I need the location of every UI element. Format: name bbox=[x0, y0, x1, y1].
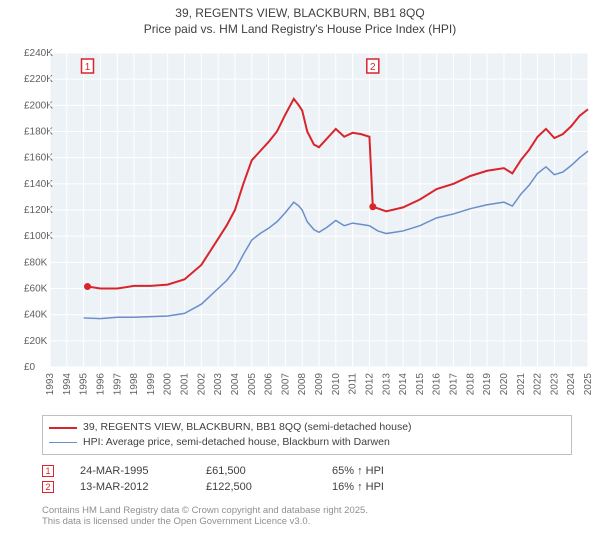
svg-text:£0: £0 bbox=[24, 362, 36, 373]
footnote: Contains HM Land Registry data © Crown c… bbox=[42, 505, 572, 529]
svg-text:1997: 1997 bbox=[112, 373, 123, 396]
svg-text:2007: 2007 bbox=[280, 373, 291, 396]
svg-text:2014: 2014 bbox=[398, 373, 409, 396]
legend: 39, REGENTS VIEW, BLACKBURN, BB1 8QQ (se… bbox=[42, 415, 572, 454]
svg-text:2022: 2022 bbox=[533, 373, 544, 396]
svg-text:2016: 2016 bbox=[432, 373, 443, 396]
legend-item-2: HPI: Average price, semi-detached house,… bbox=[49, 435, 565, 450]
sale-vs-hpi-2: 16% ↑ HPI bbox=[332, 481, 432, 493]
svg-text:2025: 2025 bbox=[583, 373, 592, 396]
svg-text:2006: 2006 bbox=[264, 373, 275, 396]
svg-text:2005: 2005 bbox=[247, 373, 258, 396]
svg-text:£240K: £240K bbox=[24, 48, 53, 59]
sale-row-1: 1 24-MAR-1995 £61,500 65% ↑ HPI bbox=[42, 463, 572, 479]
chart-canvas: £0 £20K £40K £60K £80K £100K £120K £140K £160K £1… bbox=[24, 39, 592, 409]
svg-text:2009: 2009 bbox=[314, 373, 325, 396]
svg-text:£40K: £40K bbox=[24, 310, 48, 321]
svg-text:£160K: £160K bbox=[24, 153, 53, 164]
svg-text:1: 1 bbox=[85, 62, 91, 73]
svg-text:2021: 2021 bbox=[516, 373, 527, 396]
svg-text:2004: 2004 bbox=[230, 373, 241, 396]
title-line2: Price paid vs. HM Land Registry's House … bbox=[0, 22, 600, 38]
svg-text:2023: 2023 bbox=[549, 373, 560, 396]
footnote-line2: This data is licensed under the Open Gov… bbox=[42, 516, 572, 528]
price-chart: £0 £20K £40K £60K £80K £100K £120K £140K £160K £1… bbox=[24, 39, 592, 409]
svg-text:2013: 2013 bbox=[381, 373, 392, 396]
svg-text:£100K: £100K bbox=[24, 231, 53, 242]
svg-text:£180K: £180K bbox=[24, 127, 53, 138]
svg-text:1999: 1999 bbox=[146, 373, 157, 396]
svg-text:£80K: £80K bbox=[24, 258, 48, 269]
svg-text:2002: 2002 bbox=[196, 373, 207, 396]
svg-text:2000: 2000 bbox=[163, 373, 174, 396]
svg-text:2008: 2008 bbox=[297, 373, 308, 396]
svg-text:£20K: £20K bbox=[24, 336, 48, 347]
svg-text:2015: 2015 bbox=[415, 373, 426, 396]
sale-date-2: 13-MAR-2012 bbox=[80, 481, 180, 493]
svg-text:2003: 2003 bbox=[213, 373, 224, 396]
sale-price-1: £61,500 bbox=[206, 465, 306, 477]
svg-text:1993: 1993 bbox=[45, 373, 56, 396]
svg-text:2018: 2018 bbox=[465, 373, 476, 396]
svg-text:£200K: £200K bbox=[24, 101, 53, 112]
svg-text:1995: 1995 bbox=[79, 373, 90, 396]
legend-item-1: 39, REGENTS VIEW, BLACKBURN, BB1 8QQ (se… bbox=[49, 420, 565, 435]
svg-text:£140K: £140K bbox=[24, 179, 53, 190]
sales-table: 1 24-MAR-1995 £61,500 65% ↑ HPI 2 13-MAR… bbox=[42, 463, 572, 495]
svg-text:2020: 2020 bbox=[499, 373, 510, 396]
svg-text:2001: 2001 bbox=[180, 373, 191, 396]
svg-text:1994: 1994 bbox=[62, 373, 73, 396]
legend-swatch-2 bbox=[49, 442, 77, 443]
chart-title: 39, REGENTS VIEW, BLACKBURN, BB1 8QQ Pri… bbox=[0, 0, 600, 37]
legend-label-2: HPI: Average price, semi-detached house,… bbox=[83, 435, 390, 450]
svg-text:2017: 2017 bbox=[449, 373, 460, 396]
svg-text:2010: 2010 bbox=[331, 373, 342, 396]
footnote-line1: Contains HM Land Registry data © Crown c… bbox=[42, 505, 572, 517]
svg-text:2019: 2019 bbox=[482, 373, 493, 396]
svg-text:2024: 2024 bbox=[566, 373, 577, 396]
sale-marker-1-icon: 1 bbox=[42, 465, 54, 477]
svg-text:£60K: £60K bbox=[24, 284, 48, 295]
sale-marker-2-icon: 2 bbox=[42, 481, 54, 493]
sale-vs-hpi-1: 65% ↑ HPI bbox=[332, 465, 432, 477]
svg-text:2: 2 bbox=[370, 62, 376, 73]
svg-text:2011: 2011 bbox=[348, 373, 359, 395]
svg-text:1998: 1998 bbox=[129, 373, 140, 396]
legend-swatch-1 bbox=[49, 427, 77, 429]
title-line1: 39, REGENTS VIEW, BLACKBURN, BB1 8QQ bbox=[0, 6, 600, 22]
svg-text:1996: 1996 bbox=[95, 373, 106, 396]
svg-text:2012: 2012 bbox=[364, 373, 375, 396]
sale-date-1: 24-MAR-1995 bbox=[80, 465, 180, 477]
svg-text:£120K: £120K bbox=[24, 205, 53, 216]
svg-text:£220K: £220K bbox=[24, 74, 53, 85]
sale-price-2: £122,500 bbox=[206, 481, 306, 493]
sale-row-2: 2 13-MAR-2012 £122,500 16% ↑ HPI bbox=[42, 479, 572, 495]
legend-label-1: 39, REGENTS VIEW, BLACKBURN, BB1 8QQ (se… bbox=[83, 420, 412, 435]
